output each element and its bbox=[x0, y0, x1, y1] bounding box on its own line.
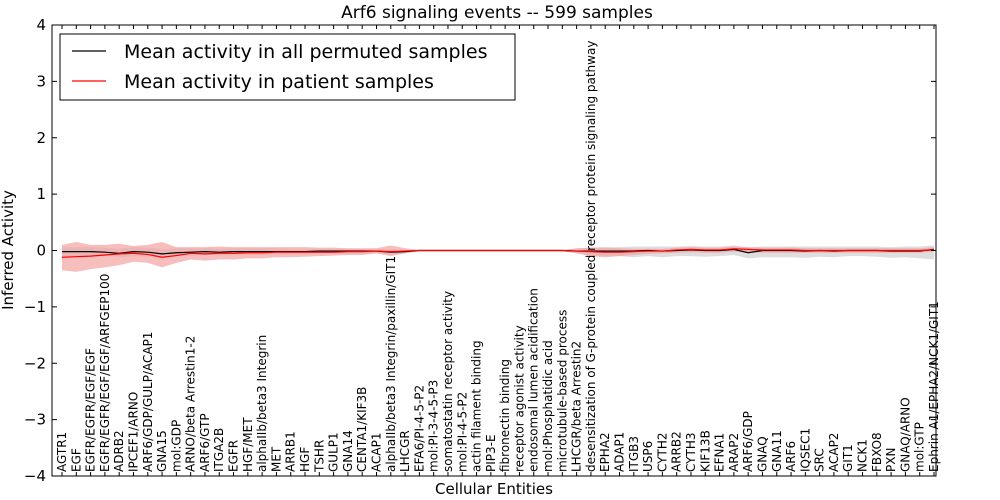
x-tick-label: mol:GDP bbox=[169, 420, 183, 472]
y-tick-label: −4 bbox=[24, 467, 46, 485]
x-tick-label: ACAP2 bbox=[827, 433, 841, 472]
legend: Mean activity in all permuted samples Me… bbox=[59, 33, 516, 101]
x-tick-label: GNAQ bbox=[755, 436, 769, 472]
x-tick-label: ITGA2B bbox=[212, 428, 226, 472]
x-tick-label: CENTA1/KIF3B bbox=[355, 387, 369, 472]
x-tick-label: FBXO8 bbox=[870, 432, 884, 472]
x-tick-label: LHCGR bbox=[398, 430, 412, 472]
x-tick-label: mol:PI-3-4-5-P3 bbox=[427, 380, 441, 472]
x-tick-label: ARF6/GDP/GULP/ACAP1 bbox=[141, 332, 155, 472]
y-tick-label: 3 bbox=[36, 72, 46, 90]
x-tick-label: EPHA2 bbox=[598, 432, 612, 472]
legend-label-patient: Mean activity in patient samples bbox=[124, 71, 434, 93]
x-tick-label: GNA11 bbox=[770, 430, 784, 472]
x-tick-label: KIF13B bbox=[698, 430, 712, 472]
x-tick-label: CYTH3 bbox=[684, 433, 698, 473]
plot-area bbox=[61, 242, 935, 272]
y-tick-label: 2 bbox=[36, 129, 46, 147]
x-tick-label: alphaIIb/beta3 Integrin bbox=[255, 335, 269, 472]
x-tick-label: ITGB3 bbox=[627, 436, 641, 472]
x-tick-label: GNA14 bbox=[341, 430, 355, 472]
y-axis-label: Inferred Activity bbox=[0, 190, 17, 310]
x-tick-label: fibronectin binding bbox=[498, 359, 512, 472]
x-tick-label: IPCEF1/ARNO bbox=[126, 392, 140, 472]
x-tick-label: HGF bbox=[298, 447, 312, 472]
y-tick-label: 1 bbox=[36, 185, 46, 203]
y-tick-label: −3 bbox=[24, 411, 46, 429]
x-tick-label: HGF/MET bbox=[241, 417, 255, 472]
x-tick-label: ARNO/beta Arrestin1-2 bbox=[184, 336, 198, 472]
x-tick-label: ARF6 bbox=[784, 441, 798, 472]
x-tick-label: mol:GTP bbox=[913, 422, 927, 472]
x-tick-label: EFNA1 bbox=[713, 433, 727, 472]
x-tick-label: desensitization of G-protein coupled rec… bbox=[584, 41, 598, 472]
y-axis: −4 −3 −2 −1 0 1 2 3 4 bbox=[24, 16, 936, 485]
x-tick-label: endosomal lumen acidification bbox=[527, 288, 541, 472]
x-tick-label: alphaIIb/beta3 Integrin/paxillin/GIT1 bbox=[384, 256, 398, 472]
x-tick-label: TSHR bbox=[312, 440, 326, 473]
patient-mean-line bbox=[61, 248, 935, 258]
legend-box bbox=[59, 33, 516, 101]
x-tick-label: ARF6/GTP bbox=[198, 413, 212, 472]
plot-frame bbox=[51, 24, 937, 477]
x-tick-label: CYTH2 bbox=[655, 433, 669, 473]
x-tick-label: ARF6/GDP bbox=[741, 411, 755, 472]
x-tick-label: EFA6/PI-4-5-P2 bbox=[412, 385, 426, 472]
x-tick-label: GNAQ/ARNO bbox=[898, 397, 912, 472]
x-tick-label: ADAP1 bbox=[613, 432, 627, 472]
x-tick-label: PXN bbox=[884, 448, 898, 472]
x-tick-label: somatostatin receptor activity bbox=[441, 291, 455, 472]
x-tick-label: ARRB2 bbox=[670, 431, 684, 472]
x-tick-label: Ephrin A1/EPHA2/NCK1/GIT1 bbox=[927, 301, 941, 472]
x-axis-label: Cellular Entities bbox=[435, 480, 553, 498]
x-tick-label: LHCGR/beta Arrestin2 bbox=[570, 341, 584, 472]
x-tick-label: IQSEC1 bbox=[798, 428, 812, 472]
x-tick-label: EGFR/EGFR/EGF/EGF/ARFGEP100 bbox=[98, 274, 112, 472]
x-tick-label: EGF bbox=[69, 448, 83, 472]
x-tick-label: EGFR/EGFR/EGF/EGF bbox=[84, 348, 98, 472]
y-tick-label: 0 bbox=[36, 242, 46, 260]
x-tick-label: MET bbox=[269, 446, 283, 472]
chart-title: Arf6 signaling events -- 599 samples bbox=[341, 3, 653, 23]
y-tick-label: 4 bbox=[36, 16, 46, 34]
y-tick-label: −1 bbox=[24, 298, 46, 316]
x-tick-label: actin filament binding bbox=[470, 340, 484, 472]
x-tick-label: PIP3-E bbox=[484, 434, 498, 472]
x-tick-label: EGFR bbox=[227, 440, 241, 472]
x-tick-label: ADRB2 bbox=[112, 430, 126, 472]
x-tick-label: microtubule-based process bbox=[555, 310, 569, 472]
x-tick-label: GIT1 bbox=[841, 444, 855, 472]
x-tick-label: NCK1 bbox=[856, 439, 870, 472]
y-tick-label: −2 bbox=[24, 354, 46, 372]
x-axis: AGTR1 EGF EGFR/EGFR/EGF/EGF EGFR/EGFR/EGF/E… bbox=[55, 25, 941, 476]
x-tick-label: ARAP2 bbox=[727, 433, 741, 472]
x-tick-label: AGTR1 bbox=[55, 432, 69, 472]
x-tick-label: GULP1 bbox=[327, 432, 341, 472]
x-tick-label: ARRB1 bbox=[284, 431, 298, 472]
x-tick-label: mol:Phosphatidic acid bbox=[541, 340, 555, 472]
x-tick-label: GNA15 bbox=[155, 430, 169, 472]
x-tick-label: ACAP1 bbox=[369, 433, 383, 472]
legend-label-permuted: Mean activity in all permuted samples bbox=[124, 41, 487, 63]
x-tick-label: receptor agonist activity bbox=[512, 325, 526, 472]
x-tick-label: mol:PI-4-5-P2 bbox=[455, 392, 469, 472]
x-tick-label: SRC bbox=[813, 448, 827, 472]
x-tick-label: USP6 bbox=[641, 441, 655, 472]
